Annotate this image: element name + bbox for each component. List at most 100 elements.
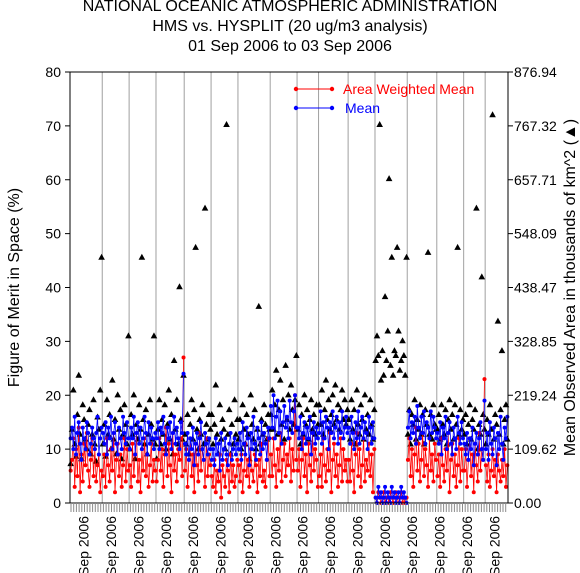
mean-point	[137, 441, 142, 446]
mean-point	[440, 425, 445, 430]
area-weighted-mean-point	[501, 474, 506, 479]
mean-point	[383, 484, 388, 489]
observed-area-point	[385, 175, 393, 182]
observed-area-point	[135, 401, 143, 408]
mean-point	[365, 447, 370, 452]
area-weighted-mean-point	[91, 474, 96, 479]
area-weighted-mean-point	[263, 484, 268, 489]
area-weighted-mean-point	[482, 377, 487, 382]
mean-point	[184, 452, 189, 457]
mean-point	[353, 420, 358, 425]
mean-line	[463, 400, 485, 466]
area-weighted-mean-point	[129, 484, 134, 489]
mean-point	[413, 441, 418, 446]
observed-area-point	[311, 430, 319, 437]
area-weighted-mean-point	[72, 484, 77, 489]
mean-point	[223, 436, 228, 441]
area-weighted-mean-point	[342, 468, 347, 473]
observed-area-point	[170, 356, 178, 363]
mean-point	[403, 495, 408, 500]
mean-point	[289, 420, 294, 425]
observed-area-point	[481, 425, 488, 432]
area-weighted-mean-point	[503, 484, 508, 489]
area-weighted-mean-point	[422, 474, 427, 479]
observed-area-point	[486, 401, 494, 408]
x-axis-tick-label: Sep 2006	[459, 516, 475, 573]
mean-point	[177, 447, 182, 452]
chart-title-line-3: 01 Sep 2006 to 03 Sep 2006	[188, 38, 392, 55]
observed-area-point	[258, 415, 265, 422]
mean-point	[352, 447, 357, 452]
mean-point	[471, 463, 476, 468]
mean-point	[125, 420, 130, 425]
area-weighted-mean-point	[283, 474, 288, 479]
mean-point	[419, 414, 424, 419]
area-weighted-mean-point	[356, 474, 361, 479]
mean-point	[454, 447, 459, 452]
mean-point	[158, 425, 163, 430]
area-weighted-mean-point	[236, 463, 241, 468]
observed-area-point	[282, 361, 289, 368]
observed-area-point	[70, 386, 77, 393]
mean-point	[215, 452, 220, 457]
observed-area-point	[301, 391, 308, 398]
area-weighted-mean-point	[117, 474, 122, 479]
mean-point	[96, 452, 101, 457]
area-weighted-mean-point	[280, 457, 285, 462]
mean-point	[345, 430, 350, 435]
observed-area-point	[430, 401, 437, 408]
observed-area-point	[67, 460, 74, 467]
observed-area-point	[473, 204, 480, 211]
area-weighted-mean-point	[341, 447, 346, 452]
legend-marker	[329, 86, 335, 92]
area-weighted-mean-line	[238, 438, 270, 493]
area-weighted-mean-point	[372, 447, 377, 452]
mean-point	[139, 447, 144, 452]
area-weighted-mean-point	[415, 468, 420, 473]
observed-area-point	[379, 347, 386, 354]
mean-point	[134, 430, 139, 435]
x-axis-tick-label: Sep 2006	[267, 516, 283, 573]
mean-point	[327, 420, 332, 425]
area-weighted-mean-point	[130, 441, 135, 446]
observed-area-point	[224, 430, 232, 437]
area-weighted-mean-point	[487, 484, 492, 489]
observed-area-point	[493, 420, 500, 427]
mean-point	[241, 441, 246, 446]
observed-area-point	[317, 420, 324, 427]
observed-area-point	[295, 401, 303, 408]
mean-point	[141, 436, 146, 441]
observed-area-point	[207, 425, 214, 432]
area-weighted-mean-point	[150, 479, 155, 484]
area-weighted-mean-point	[95, 463, 100, 468]
area-weighted-mean-point	[290, 447, 295, 452]
mean-point	[107, 436, 112, 441]
y2-axis-tick-label: 328.85	[514, 333, 557, 349]
observed-area-point	[334, 401, 342, 408]
mean-point	[372, 436, 377, 441]
mean-point	[190, 425, 195, 430]
area-weighted-mean-point	[444, 468, 449, 473]
area-weighted-mean-point	[154, 479, 159, 484]
area-weighted-mean-point	[494, 490, 499, 495]
observed-area-point	[86, 406, 93, 413]
mean-point	[212, 463, 217, 468]
area-weighted-mean-point	[411, 484, 416, 489]
observed-area-point	[209, 440, 217, 447]
mean-point	[92, 447, 97, 452]
mean-point	[274, 414, 279, 419]
mean-point	[246, 436, 251, 441]
mean-point	[491, 425, 496, 430]
x-axis-tick-label: Sep 2006	[486, 516, 502, 573]
mean-point	[368, 425, 373, 430]
mean-point	[262, 430, 267, 435]
mean-point	[291, 409, 296, 414]
mean-point	[254, 457, 259, 462]
observed-area-point	[212, 381, 220, 388]
area-weighted-mean-point	[235, 457, 240, 462]
area-weighted-mean-point	[146, 484, 151, 489]
mean-point	[259, 420, 264, 425]
area-weighted-mean-point	[241, 468, 246, 473]
area-weighted-mean-point	[237, 479, 242, 484]
area-weighted-mean-line	[270, 395, 297, 487]
